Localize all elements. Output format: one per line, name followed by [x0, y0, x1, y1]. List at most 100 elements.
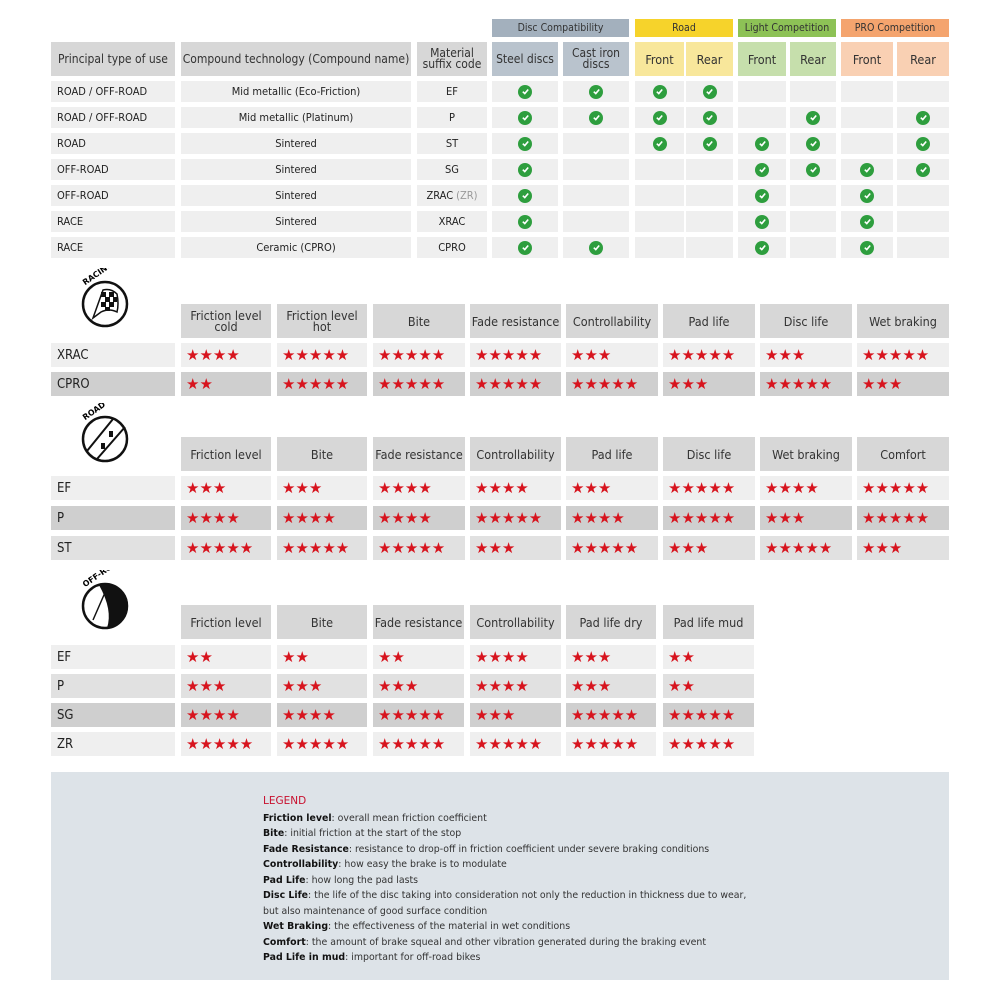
star-icons: ★★	[668, 647, 695, 666]
compat-cell	[563, 81, 629, 102]
star-rating: ★★★	[566, 476, 658, 500]
compat-cell	[841, 81, 893, 102]
rating-header-text: Fade resistance	[471, 313, 560, 329]
rating-header-text: Friction level	[190, 446, 262, 462]
code-suffix: (ZR)	[456, 189, 478, 202]
star-icons: ★★★★★	[475, 734, 543, 753]
star-icons: ★★★★★	[282, 374, 350, 393]
star-icons: ★★★★	[186, 345, 240, 364]
compat-cell	[686, 107, 733, 128]
rating-header-text: Disc life	[686, 446, 732, 462]
check-circle-icon	[518, 162, 532, 177]
row-code: CPRO	[51, 372, 175, 396]
rating-header-text: Comfort	[880, 446, 926, 462]
column-header-text: Rear	[910, 51, 936, 67]
row-type-text: RACE	[57, 241, 84, 254]
rating-header: Wet braking	[760, 437, 852, 471]
column-header: Compound technology (Compound name)	[181, 42, 411, 76]
star-icons: ★★★	[186, 478, 227, 497]
compat-cell	[841, 159, 893, 180]
star-rating: ★★★	[373, 674, 464, 698]
row-code: P	[417, 107, 487, 128]
row-compound: Mid metallic (Eco-Friction)	[181, 81, 411, 102]
row-type-text: ROAD	[57, 137, 86, 150]
compat-cell	[897, 107, 949, 128]
star-rating: ★★★★	[760, 476, 852, 500]
check-circle-icon	[518, 84, 532, 99]
row-code-text: ST	[57, 540, 72, 556]
check-circle-icon	[518, 136, 532, 151]
star-rating: ★★★★	[566, 506, 658, 530]
group-header-2: Light Competition	[738, 19, 836, 37]
compat-cell	[897, 237, 949, 258]
column-header-text: Compound technology (Compound name)	[182, 51, 410, 66]
star-rating: ★★★★	[277, 506, 367, 530]
column-header: Front	[738, 42, 786, 76]
group-header-1-text: Road	[672, 21, 696, 34]
row-compound-text: Sintered	[275, 137, 317, 150]
compat-cell	[563, 133, 629, 154]
compat-cell	[738, 211, 786, 232]
rating-header: Pad life dry	[566, 605, 656, 639]
group-header-3: PRO Competition	[841, 19, 949, 37]
compat-cell	[563, 211, 629, 232]
rating-header-text: Pad life	[591, 446, 633, 462]
star-icons: ★★★★★	[571, 538, 639, 557]
check-circle-icon	[518, 214, 532, 229]
rating-header: Friction level hot	[277, 304, 367, 338]
star-rating: ★★	[373, 645, 464, 669]
group-header-0: Disc Compatibility	[492, 19, 629, 37]
compat-cell	[492, 133, 558, 154]
column-header-text: Front	[747, 51, 777, 67]
row-code: SG	[417, 159, 487, 180]
star-rating: ★★★★★	[566, 703, 656, 727]
compat-cell	[738, 81, 786, 102]
compat-cell	[686, 159, 733, 180]
rating-header-text: Pad life mud	[673, 614, 744, 630]
star-rating: ★★★	[760, 506, 852, 530]
legend-definition: : how long the pad lasts	[305, 874, 419, 886]
road-icon: ROAD	[70, 400, 140, 471]
column-header-text: Front	[645, 51, 674, 67]
rating-header: Friction level cold	[181, 304, 271, 338]
row-compound-text: Sintered	[275, 163, 317, 176]
check-circle-icon	[916, 162, 930, 177]
legend-term: Wet Braking	[263, 921, 329, 932]
star-icons: ★★★★★	[668, 734, 736, 753]
compat-cell	[841, 237, 893, 258]
star-icons: ★★★	[186, 676, 227, 695]
column-header: Cast iron discs	[563, 42, 629, 76]
check-circle-icon	[518, 188, 532, 203]
star-rating: ★★★★	[277, 703, 367, 727]
check-circle-icon	[806, 110, 820, 125]
legend-term: Disc Life	[263, 890, 309, 901]
legend-term: Comfort	[263, 936, 306, 948]
group-header-3-text: PRO Competition	[854, 21, 936, 34]
row-code-text: EF	[57, 649, 72, 665]
compat-cell	[897, 185, 949, 206]
rating-header: Pad life mud	[663, 605, 754, 639]
row-code-text: EF	[57, 480, 72, 496]
star-rating: ★★★★	[470, 674, 561, 698]
check-circle-icon	[755, 162, 769, 177]
row-type: RACE	[51, 237, 175, 258]
section-icon-wrap: OFF-ROAD	[70, 555, 140, 634]
column-header-text: Steel discs	[496, 51, 554, 66]
row-code-text: XRAC	[57, 347, 89, 363]
rating-header-text: Bite	[407, 313, 431, 329]
row-compound-text: Mid metallic (Eco-Friction)	[231, 85, 361, 98]
rating-header-text: Bite	[310, 446, 334, 462]
star-icons: ★★★	[282, 676, 323, 695]
star-icons: ★★★★★	[765, 538, 833, 557]
row-code: P	[51, 506, 175, 530]
rating-header: Wet braking	[857, 304, 949, 338]
rating-header: Disc life	[663, 437, 755, 471]
star-rating: ★★★★★	[181, 732, 271, 756]
star-icons: ★★★	[571, 478, 612, 497]
check-circle-icon	[652, 136, 667, 151]
star-rating: ★★	[181, 645, 271, 669]
star-icons: ★★★★	[186, 508, 240, 527]
legend-definition: : the effectiveness of the material in w…	[328, 921, 571, 932]
check-circle-icon	[916, 136, 930, 151]
compat-cell	[738, 107, 786, 128]
